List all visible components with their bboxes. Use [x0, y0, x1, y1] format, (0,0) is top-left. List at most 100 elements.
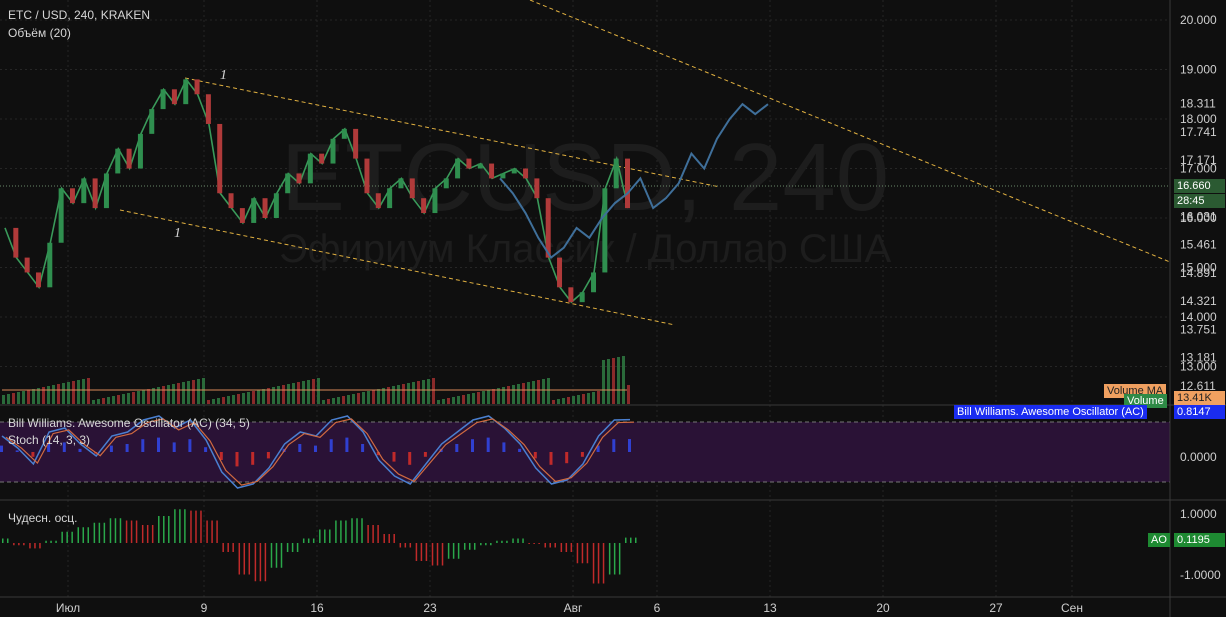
ao-bar [329, 529, 331, 543]
ao-bar [232, 543, 234, 552]
volume-bar [357, 393, 360, 404]
ao-axis-tick: -1.0000 [1180, 568, 1221, 582]
volume-bar [577, 395, 580, 404]
candle [47, 242, 53, 288]
forecast-series-line [499, 102, 769, 260]
ao-bar [533, 543, 535, 544]
volume-bar [347, 395, 350, 404]
ao-bar [259, 543, 262, 582]
ac-bar [188, 439, 192, 452]
candle [511, 168, 517, 174]
candle [126, 148, 132, 169]
price-axis-tick: 18.000 [1180, 112, 1217, 126]
volume-bar [317, 378, 320, 404]
ac-bar [486, 437, 490, 452]
price-level-label: 13.181 [1180, 351, 1217, 365]
ac-bar [580, 452, 584, 457]
candle [523, 168, 529, 179]
ao-bar [190, 510, 192, 543]
price-level-label: 14.321 [1180, 294, 1217, 308]
ao-bar [141, 525, 144, 543]
ao-bar [55, 540, 57, 543]
volume-bar [462, 395, 465, 404]
ao-bar [179, 509, 181, 543]
volume-bar [307, 380, 310, 404]
volume-bar [562, 398, 565, 404]
volume-bar [22, 391, 25, 404]
volume-bar [507, 386, 510, 404]
volume-bar [527, 382, 530, 404]
ao-bar [618, 543, 621, 575]
price-axis-tick: 20.000 [1180, 13, 1217, 27]
ao-bar [367, 525, 369, 543]
price-level-label: 17.171 [1180, 153, 1217, 167]
ac-bar [408, 452, 412, 465]
ao-bar [87, 527, 90, 543]
ao-bar [270, 543, 273, 568]
ao-bar [71, 531, 73, 543]
ao-bar [125, 520, 128, 543]
ac-bar [533, 452, 537, 459]
ao-bar [377, 525, 379, 543]
volume-bar [42, 387, 45, 404]
ac-bar [455, 444, 459, 452]
ao-bar [82, 527, 85, 543]
volume-bar [437, 400, 440, 404]
ao-indicator-label[interactable]: Чудесн. осц. [8, 511, 78, 525]
volume-bar [557, 399, 560, 404]
ao-bar [457, 543, 460, 559]
volume-bar [432, 378, 435, 404]
ao-bar [630, 537, 632, 543]
candle [285, 173, 291, 194]
volume-bar [167, 385, 170, 404]
ao-bar [216, 520, 218, 543]
ao-bar [119, 518, 122, 543]
symbol-title[interactable]: ETC / USD, 240, KRAKEN [8, 8, 151, 22]
ao-bar [130, 520, 133, 543]
stoch-indicator-label[interactable]: Stoch (14, 3, 3) [8, 433, 91, 447]
candle [421, 198, 427, 214]
candle [364, 158, 370, 194]
ao-bar [468, 543, 471, 550]
volume-bar [522, 383, 525, 404]
ao-bar [50, 540, 52, 543]
volume-bar [392, 386, 395, 404]
ao-bar [560, 543, 563, 552]
ao-bar [351, 518, 353, 543]
grid-lines [0, 0, 1170, 597]
ao-bar [490, 543, 492, 546]
candle [115, 148, 121, 174]
x-axis-tick: 13 [763, 601, 777, 615]
ao-bar [613, 543, 616, 575]
trendline-upper-long[interactable] [529, 0, 1171, 263]
candle [455, 158, 461, 179]
ac-indicator-label[interactable]: Bill Williams. Awesome Oscillator (AC) (… [8, 416, 250, 430]
ao-bar [66, 531, 68, 543]
ao-bar [248, 543, 251, 575]
volume-indicator-label[interactable]: Объём (20) [8, 26, 71, 40]
ao-bar [565, 543, 568, 552]
volume-bar [332, 398, 335, 404]
volume-bar [607, 359, 610, 404]
candle [307, 153, 313, 184]
volume-bar [137, 391, 140, 404]
ao-bar [602, 543, 605, 584]
ac-bar [329, 439, 333, 452]
ao-bar [393, 534, 395, 543]
volume-bar [597, 391, 600, 404]
volume-bar [537, 380, 540, 404]
trendline-channel-bottom[interactable] [119, 209, 676, 326]
ao-bar [319, 529, 321, 543]
volume-bar [362, 392, 365, 404]
candle [409, 178, 415, 199]
ao-bar [345, 520, 347, 543]
candle [602, 188, 608, 273]
ac-bar [109, 445, 113, 452]
ao-bar [200, 510, 202, 543]
ao-bar [528, 543, 530, 544]
candle [579, 292, 585, 303]
volume-bar [217, 398, 220, 404]
volume-value-tag: 13.41K [1174, 391, 1225, 405]
ao-bar [485, 543, 487, 546]
